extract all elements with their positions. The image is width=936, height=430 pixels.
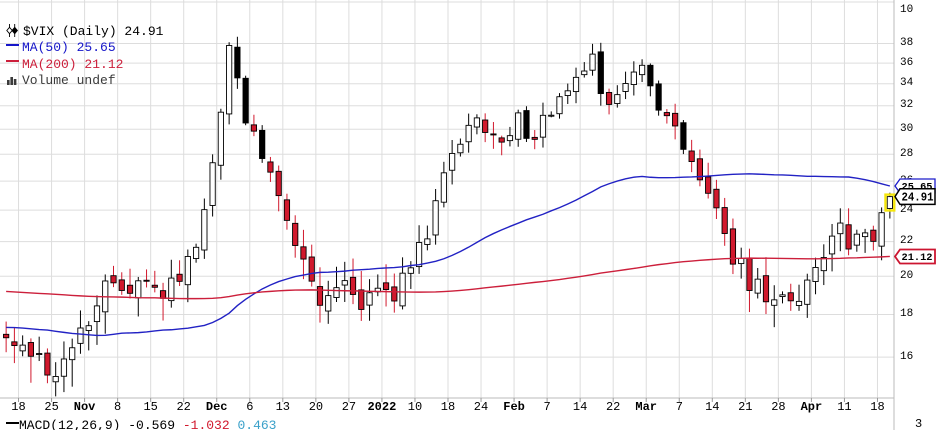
- svg-text:21.12: 21.12: [902, 253, 933, 264]
- svg-text:24.91: 24.91: [902, 192, 934, 205]
